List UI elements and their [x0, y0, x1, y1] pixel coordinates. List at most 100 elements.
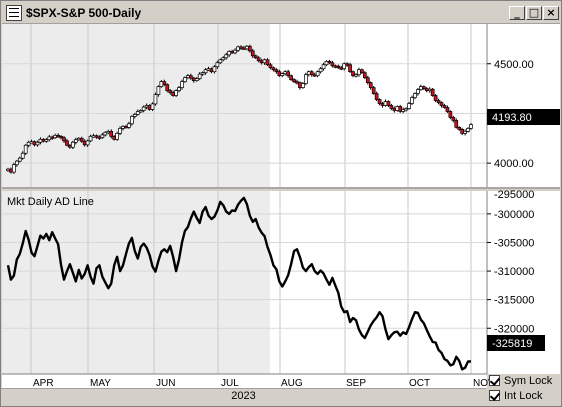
title-bar[interactable]: $SPX-S&P 500-Daily _ □ ×	[2, 2, 560, 24]
sym-lock-check-icon[interactable]	[489, 375, 500, 386]
price-candle-body	[29, 141, 34, 144]
price-candle-body	[100, 134, 105, 139]
price-candle-body	[427, 88, 432, 92]
price-candle-body	[203, 69, 208, 74]
price-candle-body	[374, 93, 379, 100]
price-candle-body	[147, 105, 152, 110]
price-candle-body	[194, 78, 199, 82]
price-candle-body	[47, 136, 52, 141]
price-candle-body	[398, 106, 403, 112]
price-candle-body	[97, 136, 102, 139]
month-label-sep: SEP	[346, 378, 366, 389]
price-candle-body	[280, 73, 285, 77]
price-candle-body	[177, 87, 181, 91]
price-candle-body	[274, 69, 279, 73]
price-candle-body	[312, 74, 317, 77]
price-candle-body	[141, 106, 146, 111]
price-last-value-box	[487, 109, 560, 125]
price-candle-body	[380, 103, 385, 106]
price-candle-body	[103, 131, 108, 136]
maximize-button[interactable]: □	[526, 6, 542, 20]
close-button[interactable]: ×	[543, 6, 559, 20]
price-candle-body	[321, 64, 326, 70]
price-candle-body	[336, 65, 341, 69]
price-candle-body	[138, 110, 143, 113]
price-candle-body	[389, 105, 394, 109]
price-candle-body	[82, 140, 87, 146]
price-candle-body	[333, 65, 338, 68]
price-candle-body	[362, 72, 367, 79]
price-candle-body	[44, 139, 49, 142]
price-candle-body	[268, 64, 273, 69]
price-candle-body	[200, 72, 205, 75]
int-lock-check-icon[interactable]	[489, 390, 500, 401]
ad-line-panel: Mkt Daily AD Line -300000-305000-310000-…	[2, 189, 560, 374]
ad-axis-ticks: -300000 -305000 -310000 -315000 -320000	[487, 209, 534, 335]
price-candle-body	[262, 59, 267, 64]
price-candle-body	[330, 62, 335, 67]
price-candle-body	[68, 144, 72, 148]
price-candle-body	[132, 114, 137, 117]
sym-lock-checkbox[interactable]: Sym Lock	[489, 375, 552, 389]
price-candle-body	[457, 127, 462, 130]
price-candle-body	[127, 123, 131, 128]
price-candle-body	[271, 67, 276, 71]
price-candle-body	[466, 128, 470, 132]
month-label-may: MAY	[90, 378, 111, 389]
price-candle-body	[9, 168, 13, 173]
price-candle-body	[62, 137, 66, 142]
price-candle-body	[306, 71, 311, 76]
price-candle-body	[115, 132, 119, 140]
price-candle-body	[186, 75, 190, 79]
price-candle-body	[315, 71, 320, 77]
price-candle-body	[71, 141, 75, 148]
price-candle-body	[209, 68, 214, 73]
price-candle-body	[469, 124, 473, 129]
time-axis-background	[2, 374, 487, 388]
price-candle-body	[50, 136, 55, 139]
price-candle-body	[124, 126, 128, 129]
ad-plot-shading	[2, 191, 270, 374]
ad-line-title: Mkt Daily AD Line	[7, 196, 94, 208]
sym-lock-label: Sym Lock	[504, 375, 553, 387]
price-candle-body	[106, 130, 111, 134]
ad-axis-top-partial-label: -295000	[494, 189, 534, 201]
price-candle-body	[197, 73, 202, 80]
ad-last-value-label: -325819	[492, 338, 532, 350]
price-candle-body	[85, 140, 90, 146]
price-candle-body	[239, 46, 243, 49]
price-candle-body	[371, 87, 376, 94]
chart-app-icon	[6, 5, 22, 21]
price-candle-body	[421, 86, 426, 89]
price-candle-body	[76, 137, 81, 141]
price-candle-body	[109, 130, 114, 137]
price-candle-body	[460, 129, 465, 134]
price-candle-body	[445, 107, 450, 112]
price-candle-body	[26, 141, 31, 146]
price-candle-body	[135, 111, 140, 115]
year-label: 2023	[231, 390, 256, 402]
time-axis-labels: APR MAY JUN JUL AUG SEP OCT NOV	[33, 378, 495, 389]
price-candle-body	[168, 90, 173, 93]
int-lock-label: Int Lock	[504, 390, 543, 402]
price-candle-body	[245, 45, 249, 50]
price-candle-body	[247, 45, 252, 52]
price-candle-body	[180, 81, 184, 88]
price-candle-body	[436, 100, 441, 103]
price-candle-body	[318, 68, 323, 73]
minimize-button[interactable]: _	[509, 6, 525, 20]
price-gridlines	[2, 24, 487, 187]
int-lock-checkbox[interactable]: Int Lock	[489, 390, 543, 404]
price-candle-body	[153, 94, 158, 105]
price-candle-body	[265, 59, 270, 66]
price-candle-body	[345, 63, 349, 66]
price-candles	[6, 44, 473, 174]
price-candle-body	[88, 135, 93, 142]
price-candle-body	[56, 134, 60, 138]
price-axis-background	[487, 24, 560, 187]
price-candle-body	[171, 92, 175, 96]
price-candle-body	[230, 51, 234, 54]
price-candle-body	[295, 81, 299, 84]
